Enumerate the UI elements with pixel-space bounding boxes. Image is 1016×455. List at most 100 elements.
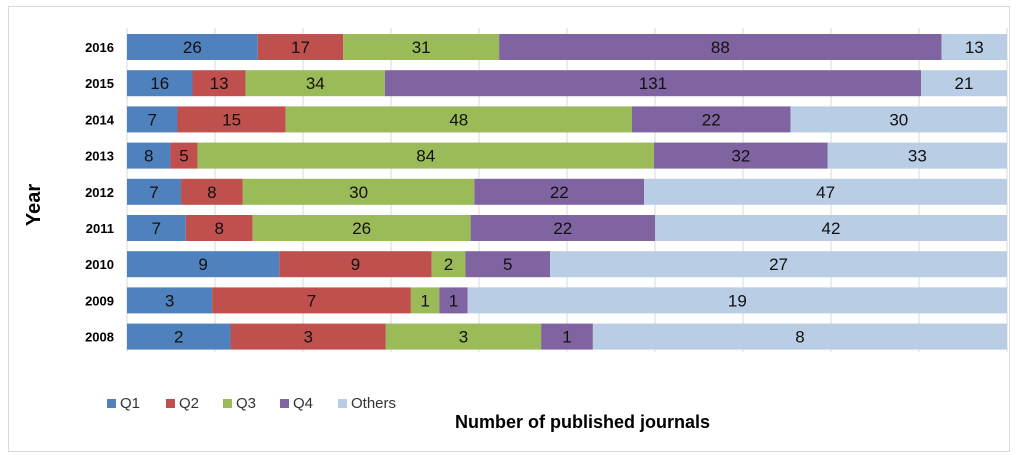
bar-segment: [127, 34, 258, 60]
data-label: 1: [420, 291, 429, 310]
legend-swatch: [223, 399, 232, 408]
bar-segment: [385, 323, 542, 350]
y-tick-label: 2013: [85, 149, 114, 164]
data-label: 9: [198, 255, 207, 274]
bar-segment: [257, 34, 344, 60]
y-tick-label: 2014: [85, 112, 115, 127]
bar-segment: [470, 215, 655, 241]
bar-segment: [127, 106, 178, 133]
bar-segment: [655, 215, 1007, 241]
bar-segment: [185, 215, 253, 241]
bar-segment: [285, 106, 632, 133]
data-label: 3: [303, 328, 312, 347]
bar-segment: [127, 178, 182, 205]
bar-segment: [384, 70, 922, 97]
data-label: 22: [702, 110, 721, 129]
data-label: 32: [731, 147, 750, 166]
data-label: 8: [214, 219, 223, 238]
data-label: 30: [349, 183, 368, 202]
bar-segment: [245, 70, 385, 97]
bar-segment: [343, 34, 500, 60]
data-label: 1: [449, 291, 458, 310]
bar-segment: [127, 215, 186, 241]
legend-label: Q3: [236, 395, 256, 412]
data-label: 7: [149, 183, 158, 202]
data-label: 5: [503, 255, 512, 274]
bar-segment: [941, 34, 1007, 60]
data-label: 26: [352, 219, 371, 238]
bar-segment: [177, 106, 286, 133]
data-label: 3: [165, 291, 174, 310]
legend-swatch: [166, 399, 175, 408]
data-label: 1: [562, 328, 571, 347]
bar-segment: [279, 251, 432, 278]
bar-segment: [541, 323, 593, 350]
bar-segment: [921, 70, 1007, 97]
data-label: 21: [955, 74, 974, 93]
data-label: 8: [144, 147, 153, 166]
legend-swatch: [280, 399, 289, 408]
data-label: 88: [711, 38, 730, 57]
data-label: 7: [152, 219, 161, 238]
legend-label: Q1: [120, 395, 140, 412]
legend-swatch: [338, 399, 347, 408]
bars: [127, 34, 1008, 350]
y-tick-label: 2015: [85, 76, 114, 91]
bar-segment: [550, 251, 1007, 278]
bar-segment: [212, 287, 411, 314]
y-tick-label: 2008: [85, 330, 114, 345]
data-label: 47: [816, 183, 835, 202]
bar-segment: [431, 251, 466, 278]
data-label: 13: [210, 74, 229, 93]
y-tick-label: 2009: [85, 293, 114, 308]
bar-segment: [170, 142, 198, 169]
bar-segment: [127, 70, 193, 97]
y-axis-ticks: 2016 2015 2014 2013 2012 2011 2010 2009 2008: [85, 40, 115, 345]
bar-segment: [827, 142, 1007, 169]
legend-label: Others: [351, 395, 396, 412]
data-label: 8: [795, 328, 804, 347]
data-label: 17: [291, 38, 310, 57]
bar-segment: [242, 178, 475, 205]
data-label: 2: [174, 328, 183, 347]
data-label: 2: [444, 255, 453, 274]
bar-segment: [197, 142, 654, 169]
data-label: 16: [150, 74, 169, 93]
data-label: 13: [965, 38, 984, 57]
bar-segment: [127, 142, 171, 169]
y-tick-label: 2012: [85, 185, 114, 200]
data-label: 34: [306, 74, 325, 93]
data-label: 48: [449, 110, 468, 129]
y-tick-label: 2010: [85, 257, 114, 272]
data-label: 19: [728, 291, 747, 310]
bar-segment: [252, 215, 471, 241]
legend-label: Q4: [293, 395, 313, 412]
legend: Q1 Q2 Q3 Q4 Others: [107, 395, 396, 412]
bar-segment: [127, 287, 213, 314]
legend-swatch: [107, 399, 116, 408]
bar-segment: [465, 251, 551, 278]
data-label: 42: [822, 219, 841, 238]
y-tick-label: 2011: [86, 221, 114, 236]
bar-segment: [127, 323, 231, 350]
data-label: 84: [416, 147, 435, 166]
data-label: 7: [307, 291, 316, 310]
bar-segment: [181, 178, 243, 205]
bar-segment: [127, 251, 280, 278]
y-tick-label: 2016: [85, 40, 114, 55]
bar-segment: [631, 106, 791, 133]
data-label: 31: [412, 38, 431, 57]
bar-segment: [410, 287, 440, 314]
data-label: 22: [550, 183, 569, 202]
x-axis-title: Number of published journals: [455, 412, 710, 432]
data-label: 3: [459, 328, 468, 347]
data-label: 9: [351, 255, 360, 274]
data-label: 27: [769, 255, 788, 274]
legend-label: Q2: [179, 395, 199, 412]
bar-segment: [653, 142, 828, 169]
data-label: 8: [207, 183, 216, 202]
bar-segment: [592, 323, 1007, 350]
bar-segment: [192, 70, 246, 97]
